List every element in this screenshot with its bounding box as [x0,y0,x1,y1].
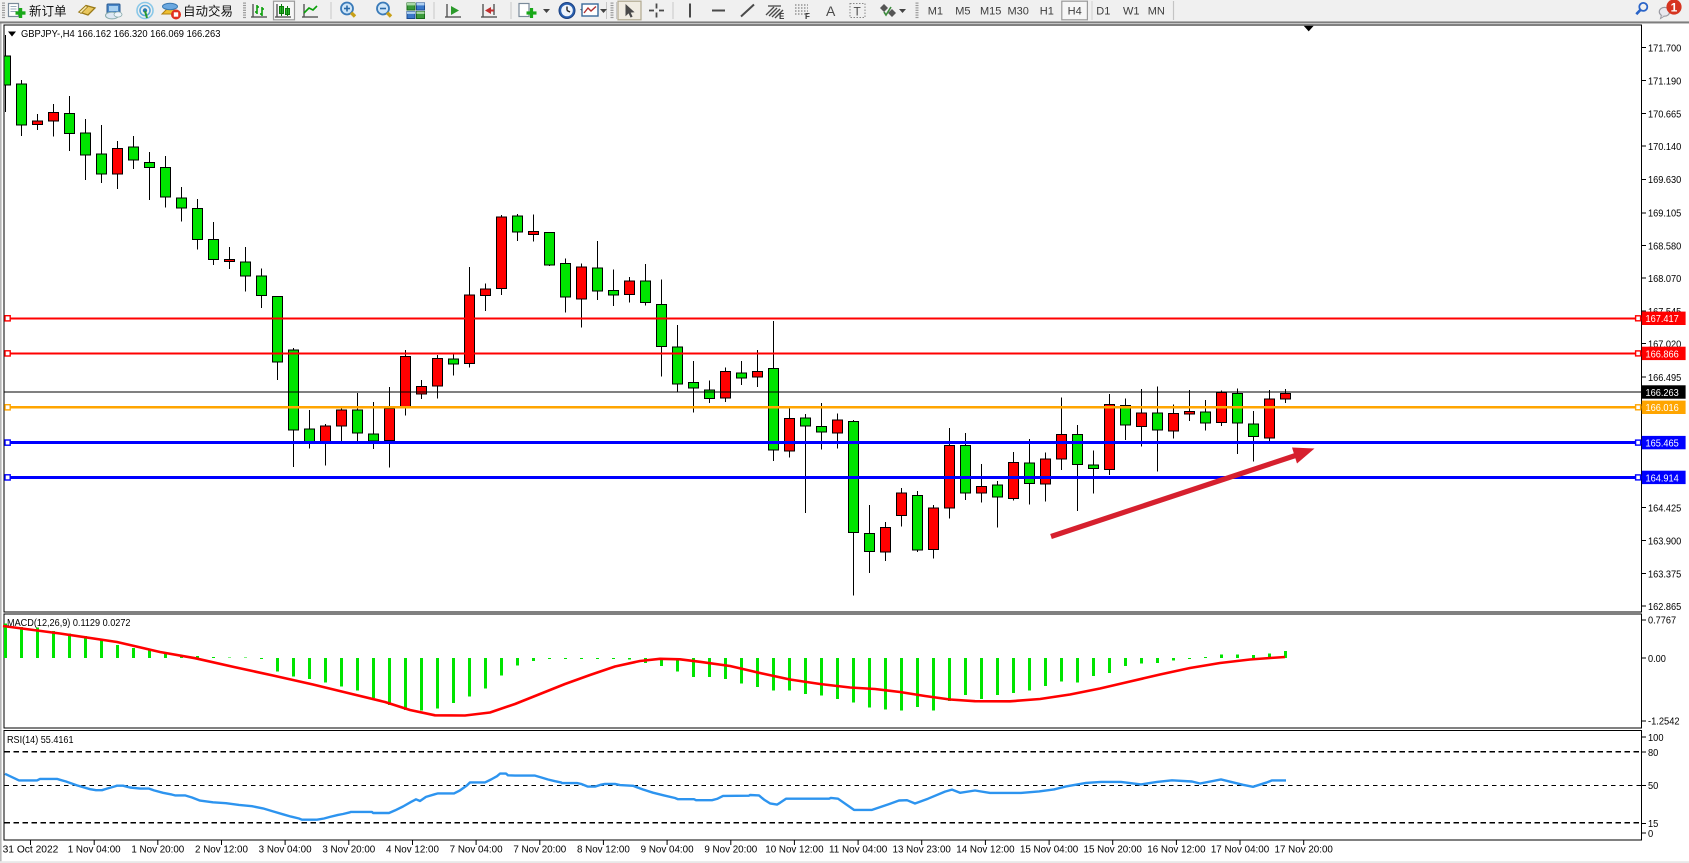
svg-text:GBPJPY-,H4 166.162 166.320 16: GBPJPY-,H4 166.162 166.320 166.069 166.2… [21,28,221,40]
svg-text:31 Oct 2022: 31 Oct 2022 [3,843,59,855]
svg-text:3 Nov 20:00: 3 Nov 20:00 [322,843,375,855]
svg-text:2 Nov 12:00: 2 Nov 12:00 [195,843,248,855]
svg-text:171.190: 171.190 [1648,76,1681,88]
svg-text:0: 0 [1648,828,1653,840]
svg-text:M5: M5 [955,6,970,18]
svg-text:1 Nov 20:00: 1 Nov 20:00 [131,843,184,855]
svg-text:166.495: 166.495 [1648,372,1681,384]
svg-text:E: E [779,12,785,21]
svg-text:3 Nov 04:00: 3 Nov 04:00 [259,843,312,855]
svg-text:0.7767: 0.7767 [1648,615,1676,627]
svg-text:自动交易: 自动交易 [183,4,233,19]
svg-text:10 Nov 12:00: 10 Nov 12:00 [765,843,823,855]
svg-text:169.105: 169.105 [1648,208,1681,220]
svg-text:15: 15 [1648,818,1658,830]
svg-text:166.866: 166.866 [1646,348,1679,360]
svg-text:9 Nov 04:00: 9 Nov 04:00 [641,843,694,855]
svg-text:MN: MN [1148,6,1165,18]
svg-text:A: A [826,3,836,19]
svg-text:170.140: 170.140 [1648,141,1681,153]
svg-text:1: 1 [1671,0,1678,14]
svg-text:168.070: 168.070 [1648,273,1681,285]
svg-text:T: T [854,5,862,19]
svg-text:170.665: 170.665 [1648,108,1681,120]
svg-text:F: F [805,12,810,21]
svg-text:M1: M1 [928,6,943,18]
svg-text:8 Nov 12:00: 8 Nov 12:00 [577,843,630,855]
svg-text:163.375: 163.375 [1648,569,1681,581]
svg-text:166.016: 166.016 [1646,402,1679,414]
svg-text:11 Nov 04:00: 11 Nov 04:00 [829,843,887,855]
svg-text:0.00: 0.00 [1648,653,1666,665]
svg-text:162.865: 162.865 [1648,601,1681,613]
svg-text:100: 100 [1648,732,1664,744]
svg-text:W1: W1 [1123,6,1140,18]
svg-text:167.417: 167.417 [1646,313,1679,325]
svg-text:H1: H1 [1040,6,1054,18]
svg-text:164.425: 164.425 [1648,502,1681,514]
svg-text:M30: M30 [1007,6,1028,18]
svg-text:16 Nov 12:00: 16 Nov 12:00 [1147,843,1205,855]
svg-text:50: 50 [1648,780,1658,792]
svg-text:80: 80 [1648,747,1658,759]
svg-text:H4: H4 [1068,6,1082,18]
svg-text:165.465: 165.465 [1646,438,1679,450]
svg-text:163.900: 163.900 [1648,535,1681,547]
svg-text:14 Nov 12:00: 14 Nov 12:00 [956,843,1014,855]
svg-text:9 Nov 20:00: 9 Nov 20:00 [704,843,757,855]
svg-text:166.263: 166.263 [1646,387,1679,399]
svg-text:15 Nov 04:00: 15 Nov 04:00 [1020,843,1078,855]
svg-text:新订单: 新订单 [29,4,67,19]
svg-text:7 Nov 04:00: 7 Nov 04:00 [450,843,503,855]
svg-text:D1: D1 [1096,6,1110,18]
svg-text:15 Nov 20:00: 15 Nov 20:00 [1084,843,1142,855]
svg-text:164.914: 164.914 [1646,472,1679,484]
svg-text:168.580: 168.580 [1648,240,1681,252]
svg-text:4 Nov 12:00: 4 Nov 12:00 [386,843,439,855]
svg-text:MACD(12,26,9) 0.1129 0.0272: MACD(12,26,9) 0.1129 0.0272 [7,617,131,629]
svg-text:13 Nov 23:00: 13 Nov 23:00 [893,843,951,855]
svg-text:M15: M15 [980,6,1001,18]
svg-text:169.630: 169.630 [1648,174,1681,186]
svg-text:7 Nov 20:00: 7 Nov 20:00 [513,843,566,855]
svg-text:171.700: 171.700 [1648,43,1681,55]
svg-text:17 Nov 20:00: 17 Nov 20:00 [1275,843,1333,855]
svg-text:RSI(14) 55.4161: RSI(14) 55.4161 [7,734,74,746]
svg-text:17 Nov 04:00: 17 Nov 04:00 [1211,843,1269,855]
svg-text:-1.2542: -1.2542 [1648,716,1680,728]
svg-text:1 Nov 04:00: 1 Nov 04:00 [68,843,121,855]
